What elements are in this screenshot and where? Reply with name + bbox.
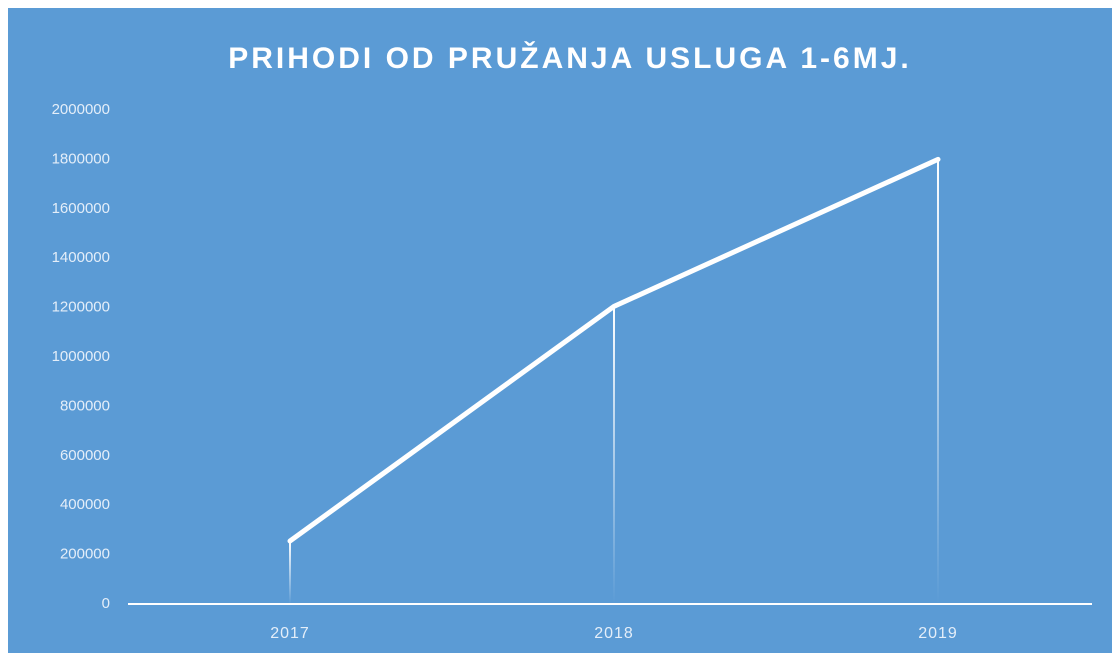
chart-title: PRIHODI OD PRUŽANJA USLUGA 1-6MJ. (228, 41, 912, 75)
drop-line (937, 159, 939, 604)
x-tick-label: 2017 (270, 625, 310, 642)
y-tick-label: 800000 (60, 397, 110, 414)
y-tick-label: 600000 (60, 447, 110, 464)
line (287, 156, 941, 544)
drop-line (289, 541, 291, 604)
y-tick-label: 1200000 (52, 299, 110, 316)
y-tick-label: 2000000 (52, 101, 110, 118)
y-tick-label: 1800000 (52, 150, 110, 167)
y-tick-label: 1400000 (52, 249, 110, 266)
y-tick-label: 400000 (60, 496, 110, 513)
y-tick-label: 1000000 (52, 348, 110, 365)
drop-line (613, 306, 615, 604)
y-tick-label: 200000 (60, 546, 110, 563)
y-tick-label: 0 (102, 595, 110, 612)
chart-background (8, 8, 1112, 653)
y-tick-label: 1600000 (52, 200, 110, 217)
x-tick-label: 2019 (918, 625, 958, 642)
x-tick-label: 2018 (594, 625, 634, 642)
